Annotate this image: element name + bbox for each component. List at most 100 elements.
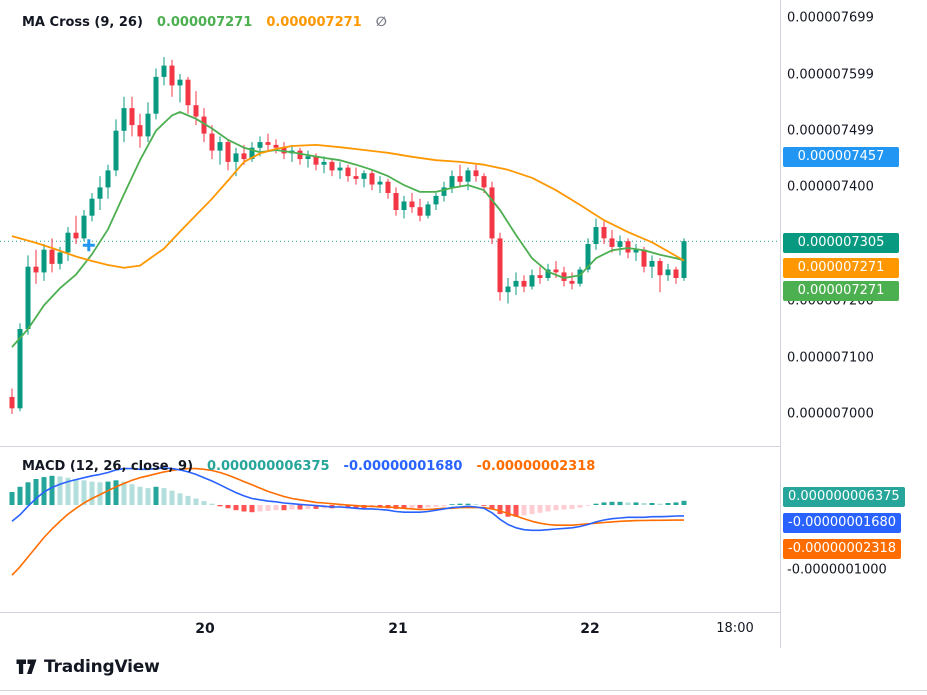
candle-body[interactable] [473, 170, 479, 177]
candle-body[interactable] [121, 108, 127, 131]
macd-hist-bar[interactable] [633, 502, 639, 505]
macd-hist-bar[interactable] [209, 503, 215, 505]
macd-hist-bar[interactable] [625, 502, 631, 505]
macd-hist-bar[interactable] [73, 479, 79, 505]
candle-body[interactable] [225, 142, 231, 162]
candle-body[interactable] [481, 176, 487, 188]
candle-body[interactable] [465, 170, 471, 182]
macd-hist-bar[interactable] [585, 505, 591, 506]
macd-hist-bar[interactable] [49, 475, 55, 506]
macd-hist-bar[interactable] [249, 505, 255, 513]
macd-hist-bar[interactable] [609, 501, 615, 506]
candle-body[interactable] [353, 176, 359, 179]
candle-body[interactable] [49, 249, 55, 264]
macd-hist-bar[interactable] [137, 486, 143, 505]
macd-hist-bar[interactable] [313, 505, 319, 509]
candle-body[interactable] [457, 176, 463, 182]
candle-body[interactable] [593, 227, 599, 244]
macd-hist-bar[interactable] [561, 505, 567, 510]
candle-body[interactable] [185, 79, 191, 106]
candle-body[interactable] [73, 232, 79, 239]
candle-body[interactable] [297, 150, 303, 160]
candle-body[interactable] [441, 187, 447, 196]
macd-hist-bar[interactable] [569, 505, 575, 509]
macd-hist-bar[interactable] [449, 504, 455, 505]
macd-hist-bar[interactable] [193, 498, 199, 506]
candle-body[interactable] [137, 125, 143, 137]
candle-body[interactable] [257, 142, 263, 148]
macd-hist-bar[interactable] [65, 477, 71, 505]
macd-hist-bar[interactable] [89, 481, 95, 505]
macd-signal-curve[interactable] [11, 467, 684, 576]
candle-body[interactable] [401, 201, 407, 211]
candle-body[interactable] [497, 238, 503, 293]
candle-body[interactable] [641, 249, 647, 267]
candle-body[interactable] [273, 144, 279, 148]
macd-hist-bar[interactable] [257, 505, 263, 512]
macd-hist-bar[interactable] [441, 505, 447, 507]
ma-fast-line[interactable] [11, 111, 685, 348]
macd-hist-bar[interactable] [641, 503, 647, 505]
macd-hist-bar[interactable] [417, 505, 423, 509]
price-axis[interactable]: 0.000007699 0.000007599 0.000007499 0.00000… [780, 0, 927, 648]
macd-hist-bar[interactable] [513, 505, 519, 517]
candle-body[interactable] [57, 252, 63, 264]
macd-hist-bar[interactable] [177, 493, 183, 505]
macd-hist-bar[interactable] [105, 481, 111, 505]
candle-body[interactable] [369, 173, 375, 185]
macd-hist-bar[interactable] [409, 505, 415, 509]
macd-hist-bar[interactable] [121, 481, 127, 505]
time-axis[interactable]: 20 21 22 18:00 [0, 612, 780, 648]
candle-body[interactable] [209, 133, 215, 151]
candle-body[interactable] [265, 142, 271, 145]
candle-body[interactable] [425, 204, 431, 216]
candle-body[interactable] [17, 329, 23, 409]
macd-hist-bar[interactable] [273, 505, 279, 511]
candle-body[interactable] [569, 280, 575, 284]
candle-body[interactable] [513, 280, 519, 287]
candle-body[interactable] [625, 241, 631, 253]
candle-body[interactable] [217, 142, 223, 151]
macd-hist-bar[interactable] [465, 503, 471, 505]
macd-hist-bar[interactable] [241, 505, 247, 512]
candle-body[interactable] [193, 105, 199, 117]
macd-hist-bar[interactable] [457, 503, 463, 505]
macd-hist-bar[interactable] [489, 505, 495, 509]
candle-body[interactable] [201, 116, 207, 134]
macd-hist-bar[interactable] [425, 505, 431, 508]
candle-body[interactable] [609, 238, 615, 247]
candle-body[interactable] [433, 195, 439, 205]
candle-body[interactable] [409, 201, 415, 208]
macd-hist-bar[interactable] [97, 482, 103, 506]
macd-hist-bar[interactable] [529, 505, 535, 515]
candle-body[interactable] [617, 241, 623, 247]
candle-body[interactable] [361, 173, 367, 179]
candle-body[interactable] [113, 130, 119, 171]
price-pane[interactable] [0, 0, 780, 446]
candle-body[interactable] [25, 266, 31, 329]
macd-hist-bar[interactable] [553, 505, 559, 511]
macd-hist-bar[interactable] [617, 501, 623, 506]
ma-cross-title[interactable]: MA Cross (9, 26) [22, 15, 143, 30]
macd-hist-bar[interactable] [353, 505, 359, 509]
candle-body[interactable] [649, 261, 655, 267]
candle-body[interactable] [177, 79, 183, 86]
macd-hist-bar[interactable] [433, 505, 439, 507]
macd-hist-bar[interactable] [649, 503, 655, 505]
candle-body[interactable] [97, 187, 103, 199]
macd-title[interactable]: MACD (12, 26, close, 9) [22, 459, 194, 474]
candle-body[interactable] [545, 269, 551, 279]
macd-hist-bar[interactable] [145, 488, 151, 505]
candle-body[interactable] [305, 156, 311, 159]
macd-hist-bar[interactable] [673, 502, 679, 505]
macd-hist-bar[interactable] [265, 505, 271, 511]
ma-cross-marker[interactable] [82, 239, 95, 252]
candle-body[interactable] [329, 161, 335, 171]
candle-body[interactable] [561, 272, 567, 281]
candle-body[interactable] [673, 269, 679, 279]
candle-body[interactable] [249, 147, 255, 159]
candle-body[interactable] [313, 156, 319, 165]
macd-hist-bar[interactable] [305, 505, 311, 509]
macd-hist-bar[interactable] [601, 502, 607, 505]
macd-hist-bar[interactable] [481, 505, 487, 506]
